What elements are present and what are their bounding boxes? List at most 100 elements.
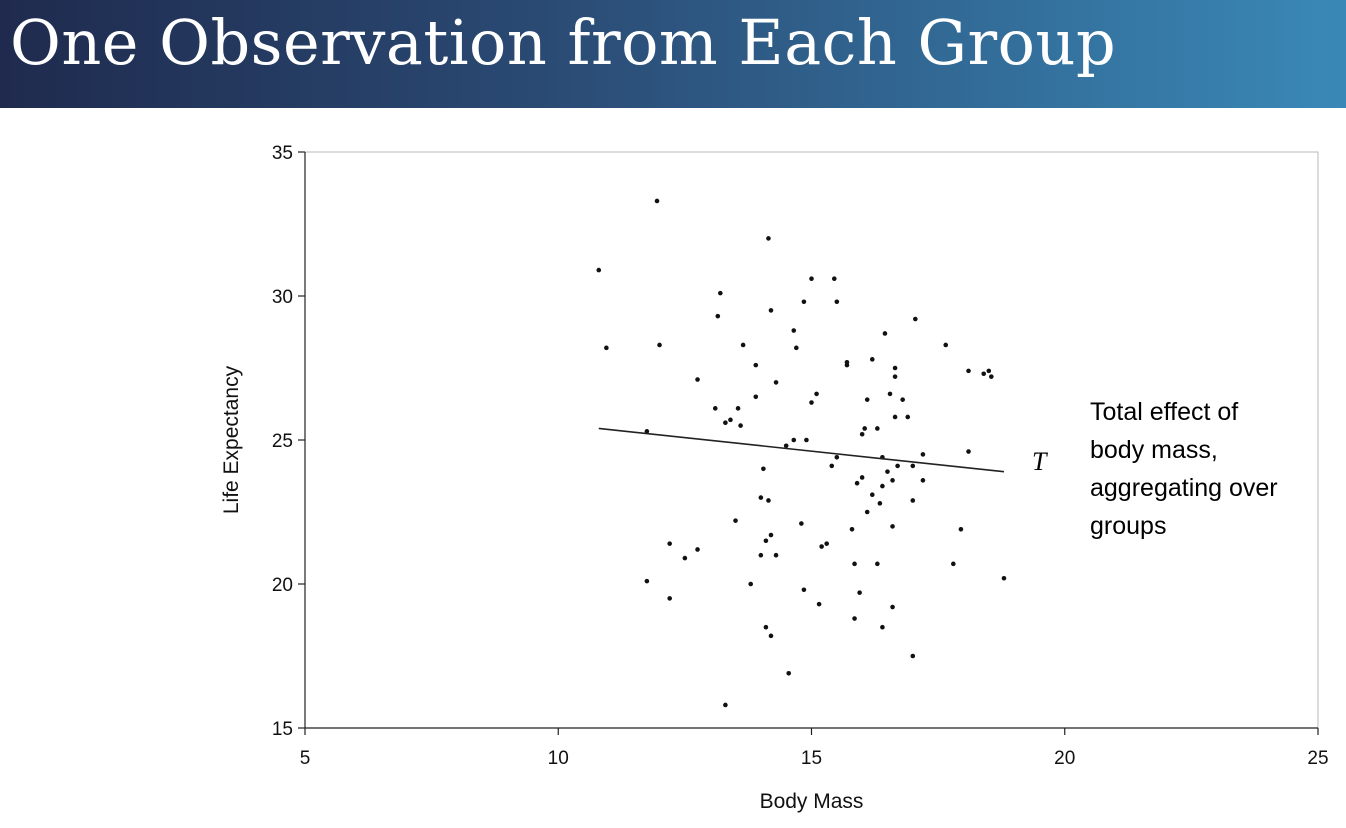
- data-point: [913, 316, 918, 322]
- data-point: [814, 391, 819, 397]
- data-point: [849, 526, 855, 532]
- data-point: [801, 587, 807, 593]
- data-point: [809, 400, 814, 405]
- data-point: [943, 342, 949, 348]
- data-point: [834, 454, 840, 460]
- data-point: [958, 526, 964, 532]
- data-point: [890, 478, 895, 483]
- data-point: [723, 702, 728, 708]
- data-point: [682, 555, 688, 561]
- data-point: [794, 345, 799, 351]
- annotation-line: aggregating over: [1090, 474, 1278, 502]
- data-point: [791, 437, 797, 443]
- data-point: [740, 342, 746, 348]
- data-point: [852, 616, 857, 621]
- data-point: [852, 561, 857, 567]
- data-point: [882, 331, 888, 336]
- annotation-line: groups: [1090, 512, 1166, 540]
- data-point: [869, 492, 875, 498]
- data-point: [753, 394, 759, 400]
- data-point: [783, 443, 789, 449]
- data-point: [654, 198, 660, 204]
- data-point: [604, 345, 609, 351]
- data-point: [824, 541, 829, 546]
- data-point: [715, 313, 721, 319]
- x-tick-label: 5: [300, 748, 311, 769]
- data-point: [900, 397, 905, 402]
- data-point: [801, 299, 807, 305]
- data-point: [920, 452, 926, 457]
- data-point: [890, 604, 895, 610]
- data-point: [875, 426, 880, 431]
- data-point: [831, 276, 837, 282]
- data-point: [880, 624, 885, 630]
- y-tick-label: 30: [272, 287, 293, 308]
- data-point: [758, 552, 764, 558]
- data-point: [910, 463, 916, 469]
- data-point: [989, 374, 994, 379]
- data-point: [804, 437, 809, 443]
- data-point: [910, 653, 916, 659]
- data-point: [986, 368, 992, 374]
- data-point: [763, 538, 769, 544]
- data-point: [761, 466, 766, 472]
- data-point: [816, 601, 822, 607]
- data-point: [859, 475, 865, 480]
- data-point: [885, 469, 890, 474]
- data-point: [766, 498, 771, 503]
- x-tick-label: 20: [1054, 748, 1075, 769]
- data-point: [910, 498, 916, 503]
- data-point: [644, 578, 650, 584]
- data-point: [905, 414, 911, 420]
- data-point: [951, 561, 956, 567]
- y-axis-title: Life Expectancy: [220, 365, 243, 514]
- y-tick-label: 20: [272, 575, 293, 596]
- data-point: [966, 449, 971, 454]
- data-point: [981, 371, 987, 377]
- data-point: [786, 670, 792, 676]
- data-point: [875, 561, 880, 567]
- slide-title: One Observation from Each Group: [10, 6, 1117, 79]
- fit-line: [598, 427, 1005, 473]
- data-point: [877, 501, 883, 506]
- data-point: [920, 478, 926, 483]
- data-point: [644, 429, 650, 434]
- data-point: [733, 518, 738, 523]
- x-axis-title: Body Mass: [760, 790, 864, 813]
- data-point: [966, 368, 971, 374]
- data-point: [667, 596, 672, 601]
- data-point: [791, 328, 797, 333]
- data-point: [735, 406, 741, 411]
- data-point: [773, 552, 779, 558]
- data-point: [766, 236, 771, 241]
- fit-line-label: T: [1032, 447, 1048, 476]
- data-point: [859, 431, 865, 437]
- data-point: [667, 541, 672, 546]
- y-tick-label: 25: [272, 431, 293, 452]
- data-point: [854, 480, 860, 486]
- data-point: [890, 524, 895, 529]
- data-point: [723, 420, 728, 426]
- data-point: [695, 547, 700, 552]
- title-bar: One Observation from Each Group: [0, 0, 1346, 108]
- data-point: [712, 406, 718, 411]
- data-point: [834, 299, 840, 305]
- data-point: [862, 426, 867, 431]
- data-point: [738, 423, 743, 428]
- data-point: [819, 544, 824, 549]
- data-point: [829, 463, 835, 469]
- data-point: [892, 374, 898, 379]
- data-point: [809, 276, 814, 282]
- data-point: [887, 391, 893, 397]
- data-point: [1001, 575, 1007, 581]
- data-point: [768, 633, 774, 639]
- y-tick-label: 15: [272, 719, 293, 740]
- data-point: [880, 483, 885, 489]
- data-point: [596, 267, 602, 273]
- data-point: [718, 290, 723, 296]
- data-point: [773, 380, 779, 385]
- data-point: [895, 463, 900, 469]
- data-point: [758, 495, 764, 500]
- data-point: [844, 359, 850, 365]
